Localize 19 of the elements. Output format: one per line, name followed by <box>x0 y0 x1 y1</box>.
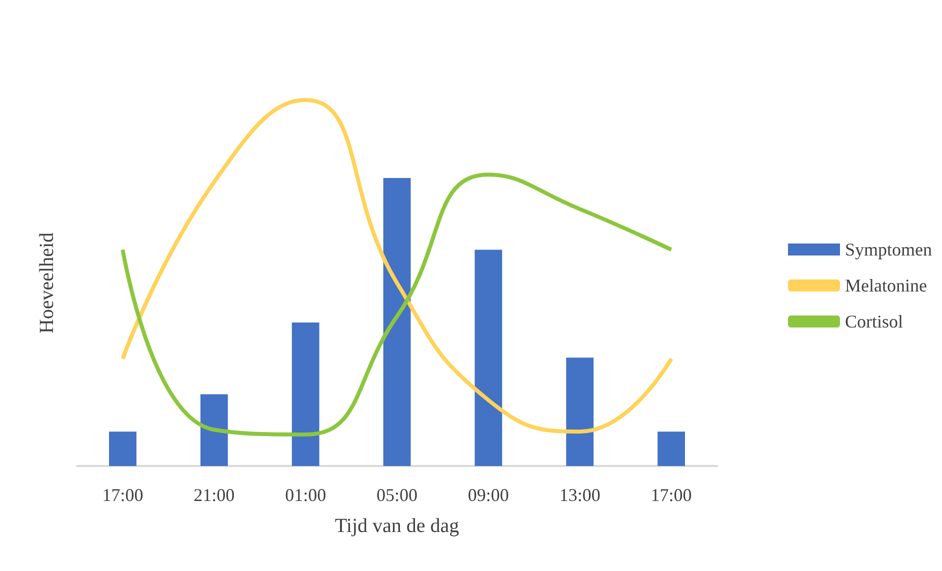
bar <box>474 250 502 466</box>
bar <box>566 358 594 466</box>
x-tick-label: 01:00 <box>285 485 326 505</box>
x-tick-label: 09:00 <box>468 485 509 505</box>
y-axis-title: Hoeveelheid <box>36 232 58 334</box>
x-axis-title: Tijd van de dag <box>334 515 460 537</box>
bar <box>658 432 685 466</box>
x-tick-label: 17:00 <box>102 485 144 505</box>
x-tick-label: 17:00 <box>650 485 692 505</box>
bar <box>292 322 320 466</box>
bar <box>383 178 411 466</box>
legend-label: Cortisol <box>844 312 904 332</box>
legend-label: Melatonine <box>844 276 927 296</box>
bar <box>109 432 136 466</box>
x-tick-label: 13:00 <box>559 485 600 505</box>
bar <box>200 394 228 466</box>
x-tick-label: 05:00 <box>376 485 418 505</box>
x-tick-label: 21:00 <box>194 485 235 505</box>
legend-label: Symptomen <box>844 240 932 260</box>
